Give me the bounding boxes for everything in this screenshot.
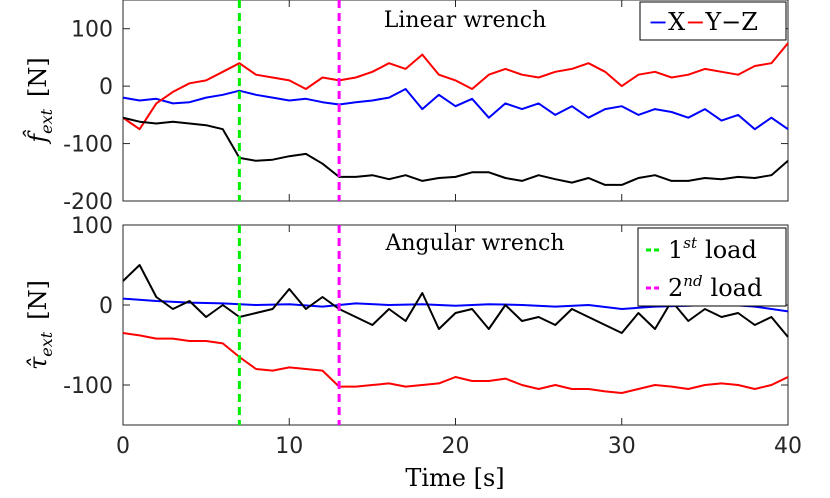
top-x-ticks (122, 0, 789, 201)
legend-y: Y (704, 8, 722, 36)
svg-text:f̂ext[N]: f̂ext[N] (23, 57, 56, 145)
top-ylabel-sub: ext (37, 108, 56, 133)
x-tick-label: 0 (116, 434, 130, 459)
top-legend: −X−Y−Z (639, 1, 787, 41)
bot-ytick-label: 0 (99, 294, 113, 319)
top-series-x (122, 88, 789, 131)
top-vlines (237, 0, 341, 201)
legend-x: X (668, 8, 685, 36)
legend-sep2: − (721, 8, 741, 36)
legend-sep0: − (648, 8, 668, 36)
legend-sep1: − (685, 8, 705, 36)
bottom-ylabel: τ̂ext [N] (24, 280, 56, 370)
bot-series-y (122, 332, 789, 394)
top-ylabel: f̂ext[N] (23, 57, 56, 145)
top-ytick-label: -200 (63, 190, 113, 215)
x-axis-label-text: Time (405, 464, 466, 492)
svg-text:−X−Y−Z: −X−Y−Z (648, 8, 758, 36)
legend-load2-word: load (711, 274, 763, 302)
legend-load1-word: load (705, 236, 757, 264)
x-axis-label-unit: [s] (474, 464, 505, 492)
x-tick-label: 20 (442, 434, 470, 459)
svg-text:τ̂ext[N]: τ̂ext [N] (24, 280, 56, 370)
top-series-group (122, 42, 789, 186)
top-ytick-label: 100 (71, 18, 113, 43)
bottom-legend-box (637, 227, 787, 307)
top-legend-box (639, 1, 787, 41)
bottom-legend: 1st load 2nd load (637, 227, 787, 307)
top-ylabel-unit: [N] (24, 57, 52, 97)
bottom-ylabel-sub: ext (37, 331, 56, 356)
top-series-y (122, 42, 789, 131)
legend-load1-sup: st (683, 234, 698, 252)
top-ytick-label: 0 (99, 75, 113, 100)
top-ytick-label: -100 (63, 133, 113, 158)
x-tick-label: 10 (275, 434, 303, 459)
bottom-ylabel-symbol: τ̂ (24, 356, 52, 370)
top-y-ticks: 100 0 -100 -200 (63, 18, 788, 215)
legend-z: Z (741, 8, 758, 36)
legend-load2-num: 2 (668, 274, 683, 302)
legend-load1-num: 1 (668, 236, 683, 264)
bot-ytick-label: 100 (71, 214, 113, 239)
bot-ytick-label: -100 (63, 374, 113, 399)
legend-load2-sup: nd (683, 272, 702, 290)
bottom-x-ticks: 0 10 20 30 40 (116, 225, 802, 459)
top-title: Linear wrench (384, 8, 547, 33)
angular-wrench-axes: 100 0 -100 0 10 20 30 40 Angular wrench τ̂ext [… (24, 214, 802, 492)
top-series-z (122, 116, 789, 186)
bottom-vlines (237, 225, 341, 425)
x-tick-label: 30 (608, 434, 636, 459)
x-tick-label: 40 (774, 434, 802, 459)
bottom-y-ticks: 100 0 -100 (63, 214, 788, 399)
bottom-ylabel-unit: [N] (24, 280, 52, 320)
x-axis-label: Time [s] (405, 464, 504, 492)
bot-series-z (122, 264, 789, 338)
bottom-title: Angular wrench (385, 231, 565, 256)
